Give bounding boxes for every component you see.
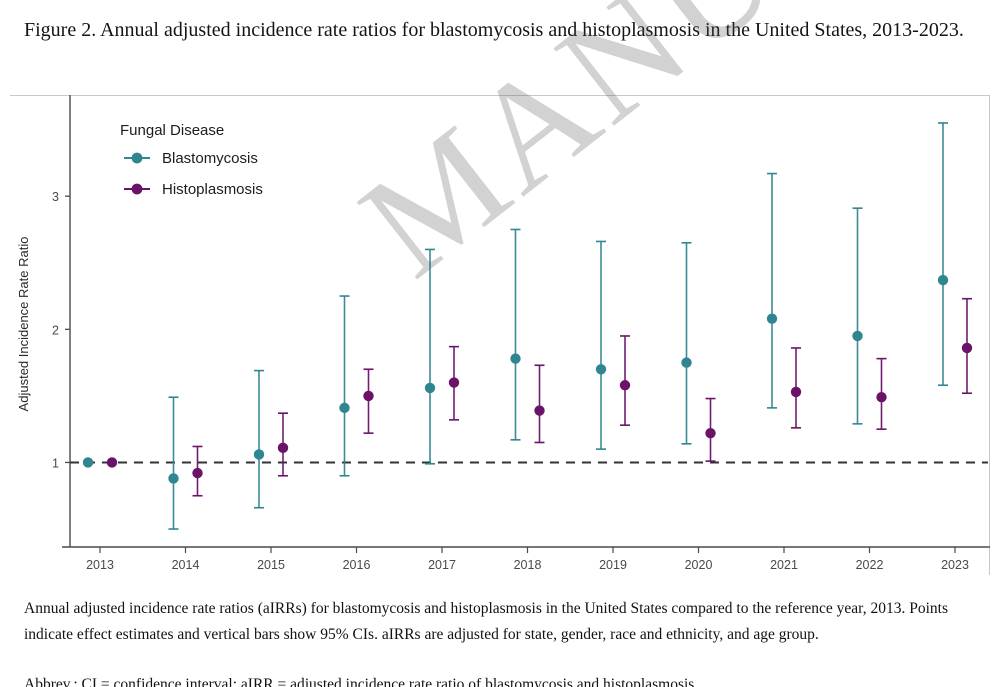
legend-marker-dot — [131, 152, 143, 164]
y-axis-tick-label: 1 — [52, 456, 59, 470]
figure-title: Figure 2. Annual adjusted incidence rate… — [24, 19, 964, 41]
x-axis-tick-label: 2017 — [428, 558, 456, 572]
legend-title: Fungal Disease — [120, 122, 224, 139]
data-point — [595, 364, 607, 375]
x-axis-tick-label: 2015 — [257, 558, 285, 572]
data-point — [766, 313, 778, 324]
data-point — [876, 392, 887, 403]
y-axis-title: Adjusted Incidence Rate Ratio — [16, 237, 31, 412]
series-histoplasmosis — [106, 297, 973, 497]
legend-label: Blastomycosis — [162, 150, 258, 167]
plot-top-border — [10, 95, 990, 96]
data-point — [253, 449, 265, 460]
data-point — [534, 405, 545, 416]
data-point — [448, 377, 460, 388]
figure-caption-text: Annual adjusted incidence rate ratios (a… — [24, 600, 948, 643]
data-point — [363, 390, 374, 402]
legend-label: Histoplasmosis — [162, 181, 263, 198]
figure-caption: Annual adjusted incidence rate ratios (a… — [24, 596, 976, 647]
plot-right-border — [989, 95, 990, 575]
x-axis-tick-label: 2019 — [599, 558, 627, 572]
x-axis-tick-label: 2020 — [685, 558, 713, 572]
data-point — [106, 457, 118, 468]
chart-container: 1 2 3 Adjusted Incidence Rate Ratio 2013 2014… — [0, 0, 1000, 575]
y-axis-tick-label: 2 — [52, 323, 59, 337]
x-axis-tick-label: 2023 — [941, 558, 969, 572]
x-axis-tick-label: 2021 — [770, 558, 798, 572]
x-axis-tick-label: 2014 — [172, 558, 200, 572]
data-point — [192, 467, 203, 479]
x-axis-tick-label: 2018 — [514, 558, 542, 572]
data-point — [424, 382, 436, 394]
data-point — [168, 473, 179, 484]
figure-caption-cut-line: Abbrev.: CI = confidence interval; aIRR … — [24, 676, 695, 687]
data-point — [852, 330, 863, 342]
legend-marker-dot — [131, 183, 143, 195]
data-point — [339, 402, 350, 414]
data-point — [705, 427, 716, 439]
data-point — [82, 457, 94, 468]
series-blastomycosis — [82, 122, 949, 530]
data-point — [510, 353, 521, 364]
data-point — [277, 442, 289, 454]
data-point — [681, 357, 692, 368]
incidence-rate-ratio-plot: 1 2 3 Adjusted Incidence Rate Ratio 2013 2014… — [16, 95, 990, 572]
data-point — [619, 380, 631, 391]
x-axis-tick-label: 2013 — [86, 558, 114, 572]
x-axis-tick-label: 2022 — [856, 558, 884, 572]
y-axis-tick-label: 3 — [52, 190, 59, 204]
data-point — [961, 342, 973, 354]
data-point — [790, 386, 802, 398]
x-axis-tick-label: 2016 — [343, 558, 371, 572]
data-point — [937, 274, 949, 286]
